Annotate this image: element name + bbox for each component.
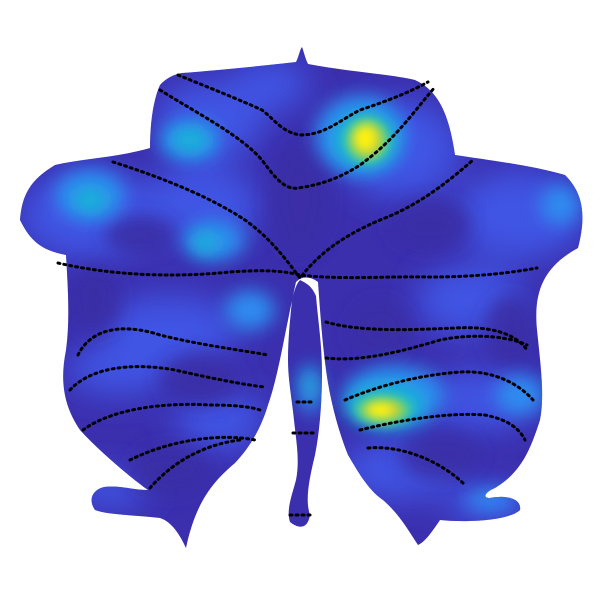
hotspot-upper-right (355, 126, 375, 150)
boundary-line (358, 412, 527, 442)
wash-layer (20, 60, 583, 523)
peak-activation-layer (351, 123, 403, 420)
boundary-line (158, 85, 437, 190)
lobule-boundaries (56, 73, 539, 517)
boundary-line (343, 370, 535, 402)
boundary-line (56, 261, 539, 280)
low-activation-layer (70, 145, 535, 495)
boundary-line (81, 402, 262, 432)
boundary-line (68, 365, 267, 392)
boundary-line (366, 446, 467, 487)
boundary-line (111, 158, 475, 281)
boundary-line (176, 73, 430, 137)
hotspot-lower-right (368, 403, 392, 417)
boundary-line (148, 438, 242, 490)
boundary-line (128, 435, 257, 462)
boundary-line (324, 320, 529, 352)
boundary-line (76, 327, 270, 357)
boundary-line (324, 334, 529, 361)
